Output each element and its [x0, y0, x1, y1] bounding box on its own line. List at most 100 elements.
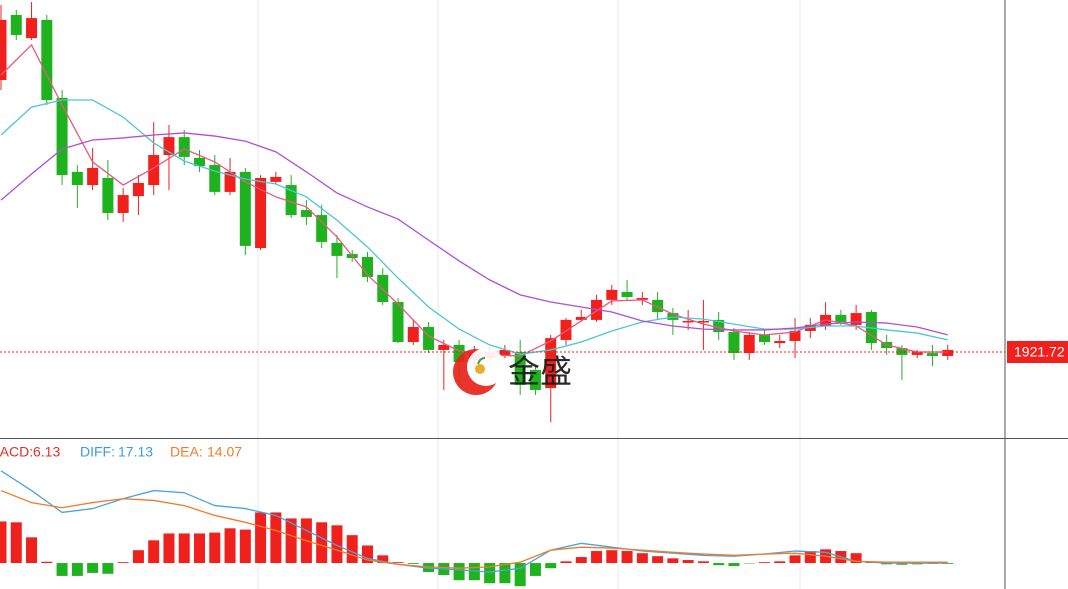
time-grid: [257, 0, 801, 589]
candle-body: [270, 176, 282, 182]
indicator-line: [0, 470, 948, 573]
macd-bar: [117, 562, 129, 564]
macd-bar: [41, 561, 53, 564]
candle-body: [774, 340, 786, 344]
candle-body: [26, 18, 38, 39]
legend-label: DIFF:: [80, 444, 115, 460]
macd-bar: [56, 563, 68, 576]
candle-body: [148, 155, 160, 186]
candle-body: [911, 352, 923, 355]
candle-body: [392, 301, 404, 343]
marks-layer: [0, 2, 1005, 587]
candle-body: [285, 185, 297, 216]
macd-bar: [789, 555, 801, 564]
macd-bar: [239, 529, 251, 564]
macd-bar: [377, 555, 389, 564]
candle-body: [529, 369, 541, 390]
macd-bar: [0, 521, 7, 564]
candle-body: [835, 314, 847, 323]
legend-label: DEA:: [170, 444, 203, 460]
macd-bar: [529, 563, 541, 576]
macd-bar: [560, 561, 572, 564]
legend-value: 17.13: [118, 444, 153, 460]
candle-body: [713, 319, 725, 333]
candle-body: [652, 299, 664, 313]
candle-body: [682, 320, 694, 323]
macd-bar: [453, 563, 465, 581]
macd-bar: [194, 533, 206, 564]
indicator-line: [0, 489, 948, 569]
candle-body: [117, 195, 129, 213]
macd-bar: [728, 563, 740, 567]
watermark-text: 金盛: [508, 353, 572, 389]
candle-body: [697, 320, 709, 323]
candle-body: [300, 210, 312, 217]
candle-body: [239, 171, 251, 246]
candle-body: [71, 171, 83, 186]
candle-body: [56, 97, 68, 176]
macd-bar: [163, 533, 175, 564]
macd-bar: [316, 522, 328, 564]
candle-body: [560, 319, 572, 340]
macd-bar: [148, 540, 160, 564]
watermark-logo-dot: [475, 364, 485, 374]
legend-label: MACD:: [0, 444, 33, 460]
candle-body: [850, 313, 862, 325]
macd-bar: [697, 561, 709, 564]
candle-body: [316, 215, 328, 242]
macd-bar: [652, 556, 664, 564]
macd-bar: [682, 560, 694, 564]
candle-body: [728, 332, 740, 354]
candle-body: [331, 243, 343, 256]
candle-body: [41, 19, 53, 100]
macd-bar: [896, 563, 908, 565]
indicator-line: [0, 99, 948, 355]
candle-body: [209, 165, 221, 192]
macd-bar: [132, 550, 144, 564]
macd-bar: [392, 562, 404, 564]
candle-body: [438, 344, 450, 350]
candle-body: [942, 349, 954, 356]
watermark-logo-cut: [467, 348, 505, 386]
macd-bar: [499, 563, 511, 584]
candle-body: [178, 137, 190, 157]
candle-body: [407, 327, 419, 343]
watermark-logo-leaf: [477, 357, 486, 365]
macd-bar: [270, 512, 282, 564]
candle-body: [377, 274, 389, 302]
candle-body: [636, 298, 648, 300]
macd-bar: [621, 551, 633, 564]
macd-bar: [636, 553, 648, 564]
macd-bar: [102, 563, 114, 574]
macd-bar: [606, 550, 618, 564]
macd-bar: [87, 563, 99, 573]
candle-body: [789, 330, 801, 341]
watermark: 金盛: [453, 348, 572, 395]
macd-bar: [514, 563, 526, 587]
macd-bar: [255, 512, 267, 564]
macd-bar: [804, 551, 816, 564]
macd-bar: [346, 535, 358, 564]
macd-bar: [575, 557, 587, 564]
macd-bar: [71, 563, 83, 576]
candle-body: [224, 171, 236, 192]
candle-body: [132, 182, 144, 197]
candle-body: [453, 344, 465, 363]
macd-bar: [361, 545, 373, 564]
candle-body: [545, 338, 557, 389]
macd-bar: [178, 533, 190, 564]
candle-body: [0, 19, 7, 80]
macd-bar: [850, 553, 862, 564]
candle-body: [194, 157, 206, 167]
macd-bar: [26, 537, 38, 564]
macd-bar: [285, 518, 297, 564]
indicator-line: [0, 132, 948, 336]
candle-body: [743, 334, 755, 354]
candle-body: [163, 137, 175, 156]
macd-bar: [10, 522, 22, 564]
macd-bar: [759, 562, 770, 564]
candle-body: [759, 334, 770, 343]
candle-body: [514, 352, 526, 385]
